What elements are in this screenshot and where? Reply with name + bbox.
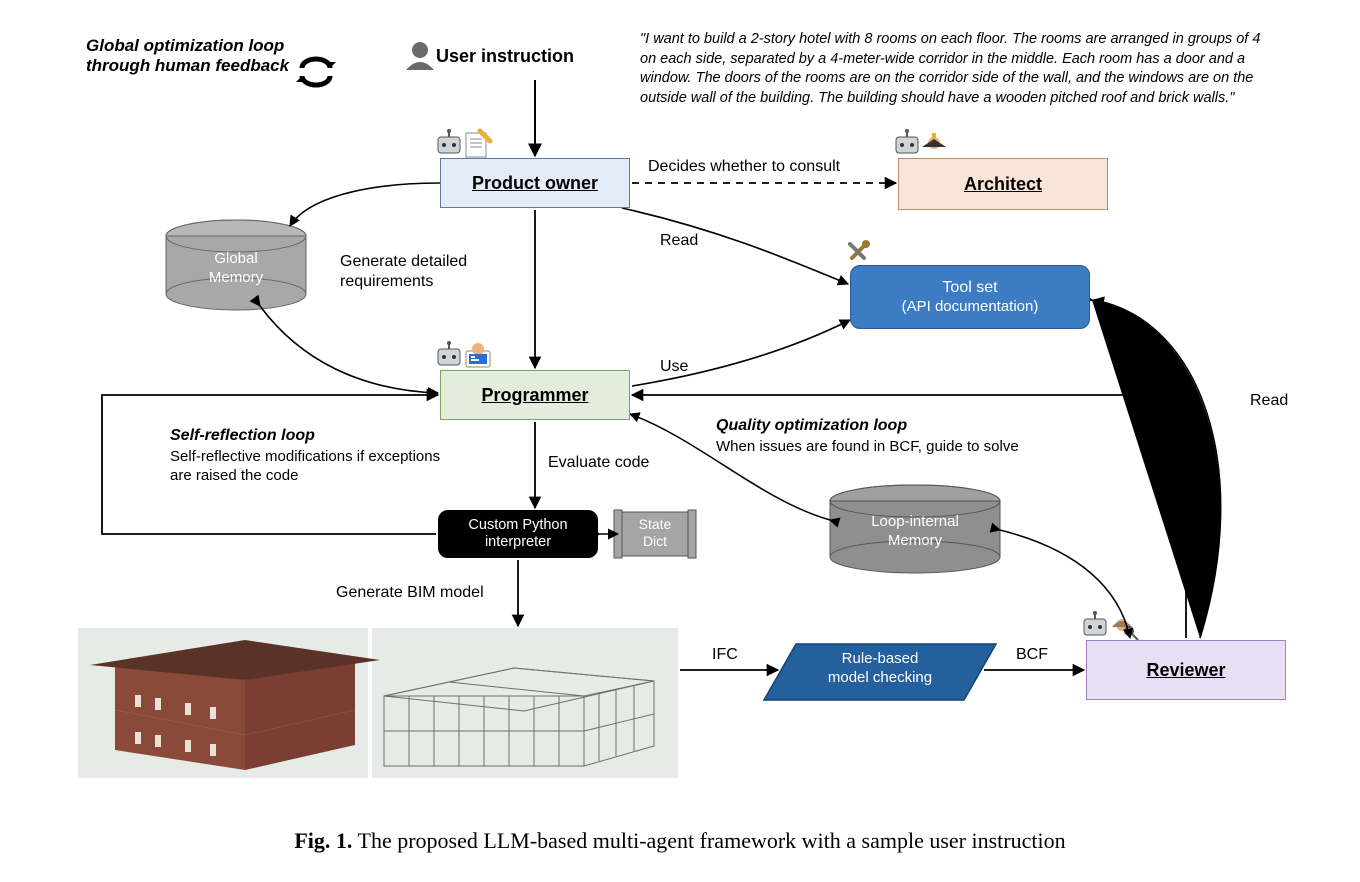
coder-icon (466, 343, 490, 367)
user-icon (406, 42, 434, 70)
figure-caption: Fig. 1. The proposed LLM-based multi-age… (0, 828, 1360, 854)
document-icon (466, 131, 490, 157)
product-owner-node: Product owner (440, 158, 630, 208)
robot-icon (1084, 611, 1106, 635)
programmer-node: Programmer (440, 370, 630, 420)
edge-read-1: Read (660, 232, 698, 250)
edge-use: Use (660, 358, 688, 376)
edge-gen-req: Generate detailed requirements (340, 252, 520, 292)
quality-loop-text: Quality optimization loop When issues ar… (716, 416, 1086, 456)
global-memory-label: Global Memory (166, 250, 306, 288)
edge-read-2: Read (1250, 392, 1288, 410)
robot-icon (438, 129, 460, 153)
robot-icon (896, 129, 918, 153)
interpreter-node: Custom Python interpreter (438, 510, 598, 558)
user-instruction-label: User instruction (436, 46, 574, 67)
robot-icon (438, 341, 460, 365)
programmer-label: Programmer (481, 385, 588, 406)
architect-icon (922, 133, 946, 149)
inspector-icon (1112, 619, 1138, 640)
architect-label: Architect (964, 174, 1042, 195)
bim-panel-bg (78, 628, 678, 778)
global-loop-label: Global optimization loop through human f… (86, 36, 296, 76)
tools-icon (850, 240, 870, 258)
edge-decides: Decides whether to consult (648, 158, 840, 176)
edge-bcf: BCF (1016, 646, 1048, 664)
reviewer-label: Reviewer (1146, 660, 1225, 681)
cycle-icon (296, 59, 336, 85)
edge-ifc: IFC (712, 646, 738, 664)
instruction-text: "I want to build a 2-story hotel with 8 … (640, 30, 1280, 108)
interpreter-l1: Custom Python (468, 517, 567, 534)
state-dict-label: State Dict (620, 516, 690, 550)
self-reflection-text: Self-reflection loop Self-reflective mod… (170, 426, 490, 486)
reviewer-node: Reviewer (1086, 640, 1286, 700)
toolset-l2: (API documentation) (902, 298, 1039, 317)
wireframe-building (384, 668, 654, 766)
interpreter-l2: interpreter (485, 534, 551, 551)
brick-building (90, 640, 380, 770)
architect-node: Architect (898, 158, 1108, 210)
product-owner-label: Product owner (472, 173, 598, 194)
loop-memory-label: Loop-internal Memory (830, 513, 1000, 551)
toolset-l1: Tool set (942, 278, 997, 298)
edge-gen-bim: Generate BIM model (336, 584, 484, 602)
toolset-node: Tool set (API documentation) (850, 265, 1090, 329)
edge-eval: Evaluate code (548, 454, 649, 472)
rulecheck-label: Rule-based model checking (780, 650, 980, 688)
